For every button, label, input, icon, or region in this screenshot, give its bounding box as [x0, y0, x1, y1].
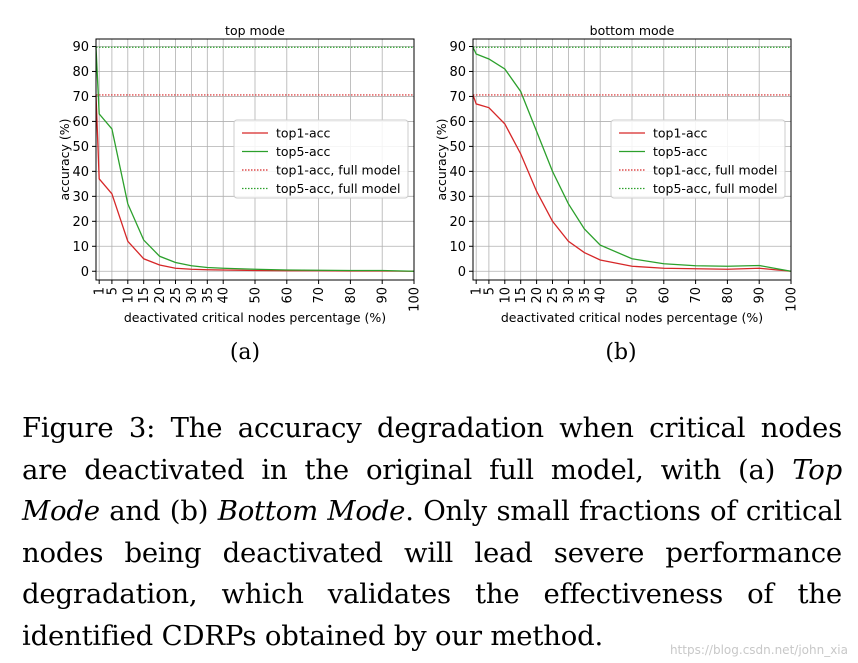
x-tick-label: 50: [626, 287, 641, 304]
x-tick-label: 1: [93, 287, 108, 295]
x-tick-label: 30: [562, 287, 577, 304]
watermark: https://blog.csdn.net/john_xia: [669, 643, 848, 657]
x-tick-label: 90: [753, 287, 768, 304]
series-line-top5-acc: [95, 47, 415, 272]
y-tick-label: 60: [449, 115, 466, 130]
figure-caption: Figure 3: The accuracy degradation when …: [22, 408, 842, 657]
legend-label: top5-acc, full model: [653, 181, 777, 196]
y-axis-label: accuracy (%): [57, 118, 72, 200]
legend-box: [610, 119, 786, 199]
y-tick-label: 10: [72, 240, 89, 255]
y-tick-label: 0: [458, 265, 466, 280]
subfigure-label-b: (b): [605, 340, 637, 365]
y-tick-label: 70: [449, 90, 466, 105]
x-tick-label: 50: [249, 287, 264, 304]
legend-label: top1-acc: [653, 126, 707, 141]
y-tick-label: 50: [449, 140, 466, 155]
x-tick-label: 20: [530, 287, 545, 304]
chart-title: bottom mode: [590, 23, 675, 38]
y-tick-label: 70: [72, 90, 89, 105]
x-tick-label: 10: [498, 287, 513, 304]
y-tick-label: 90: [449, 40, 466, 55]
x-tick-label: 5: [105, 287, 120, 295]
x-tick-label: 100: [408, 287, 423, 312]
legend-label: top5-acc, full model: [276, 181, 400, 196]
chart-title: top mode: [225, 23, 285, 38]
x-tick-label: 5: [482, 287, 497, 295]
x-tick-label: 20: [153, 287, 168, 304]
x-tick-label: 35: [201, 287, 216, 304]
x-tick-label: 60: [280, 287, 295, 304]
legend-label: top5-acc: [653, 144, 707, 159]
legend-label: top5-acc: [276, 144, 330, 159]
y-tick-label: 30: [449, 190, 466, 205]
y-tick-label: 30: [72, 190, 89, 205]
x-tick-label: 15: [137, 287, 152, 304]
x-tick-label: 80: [721, 287, 736, 304]
subfigure-label-a: (a): [229, 340, 261, 365]
y-tick-label: 20: [449, 215, 466, 230]
legend: top1-acc top5-acc top1-acc, full model top5…: [610, 119, 786, 199]
x-tick-label: 70: [689, 287, 704, 304]
x-tick-label: 25: [546, 287, 561, 304]
x-tick-label: 90: [376, 287, 391, 304]
x-axis-label: deactivated critical nodes percentage (%…: [501, 310, 763, 325]
y-tick-label: 0: [81, 265, 89, 280]
x-tick-label: 100: [785, 287, 800, 312]
x-tick-label: 10: [121, 287, 136, 304]
caption-part-1: Figure 3: The accuracy degradation when …: [22, 412, 842, 486]
y-tick-label: 80: [449, 65, 466, 80]
legend-label: top1-acc, full model: [276, 163, 400, 178]
x-tick-label: 70: [312, 287, 327, 304]
caption-bottom-mode: Bottom Mode: [217, 495, 406, 527]
x-tick-label: 25: [169, 287, 184, 304]
x-tick-label: 35: [578, 287, 593, 304]
y-tick-label: 10: [449, 240, 466, 255]
x-tick-label: 30: [185, 287, 200, 304]
x-tick-label: 60: [657, 287, 672, 304]
caption-top-mode: Top Mode: [22, 453, 842, 528]
caption-part-3: . Only small fractions of critical nodes…: [22, 495, 842, 652]
x-tick-label: 40: [594, 287, 609, 304]
x-tick-label: 15: [514, 287, 529, 304]
y-tick-label: 20: [72, 215, 89, 230]
y-tick-label: 80: [72, 65, 89, 80]
x-tick-label: 40: [217, 287, 232, 304]
legend: top1-acc top5-acc top1-acc, full model top5…: [233, 119, 409, 199]
x-tick-label: 80: [344, 287, 359, 304]
legend-label: top1-acc: [276, 126, 330, 141]
series-line-top1-acc: [472, 94, 792, 272]
y-tick-label: 40: [449, 165, 466, 180]
x-tick-label: 1: [470, 287, 485, 295]
legend-box: [233, 119, 409, 199]
y-tick-label: 90: [72, 40, 89, 55]
y-tick-label: 60: [72, 115, 89, 130]
y-tick-label: 40: [72, 165, 89, 180]
y-axis-label: accuracy (%): [434, 118, 449, 200]
x-axis-label: deactivated critical nodes percentage (%…: [124, 310, 386, 325]
legend-label: top1-acc, full model: [653, 163, 777, 178]
series-line-top5-acc: [472, 46, 792, 272]
caption-part-2: and (b): [99, 495, 218, 527]
y-tick-label: 50: [72, 140, 89, 155]
